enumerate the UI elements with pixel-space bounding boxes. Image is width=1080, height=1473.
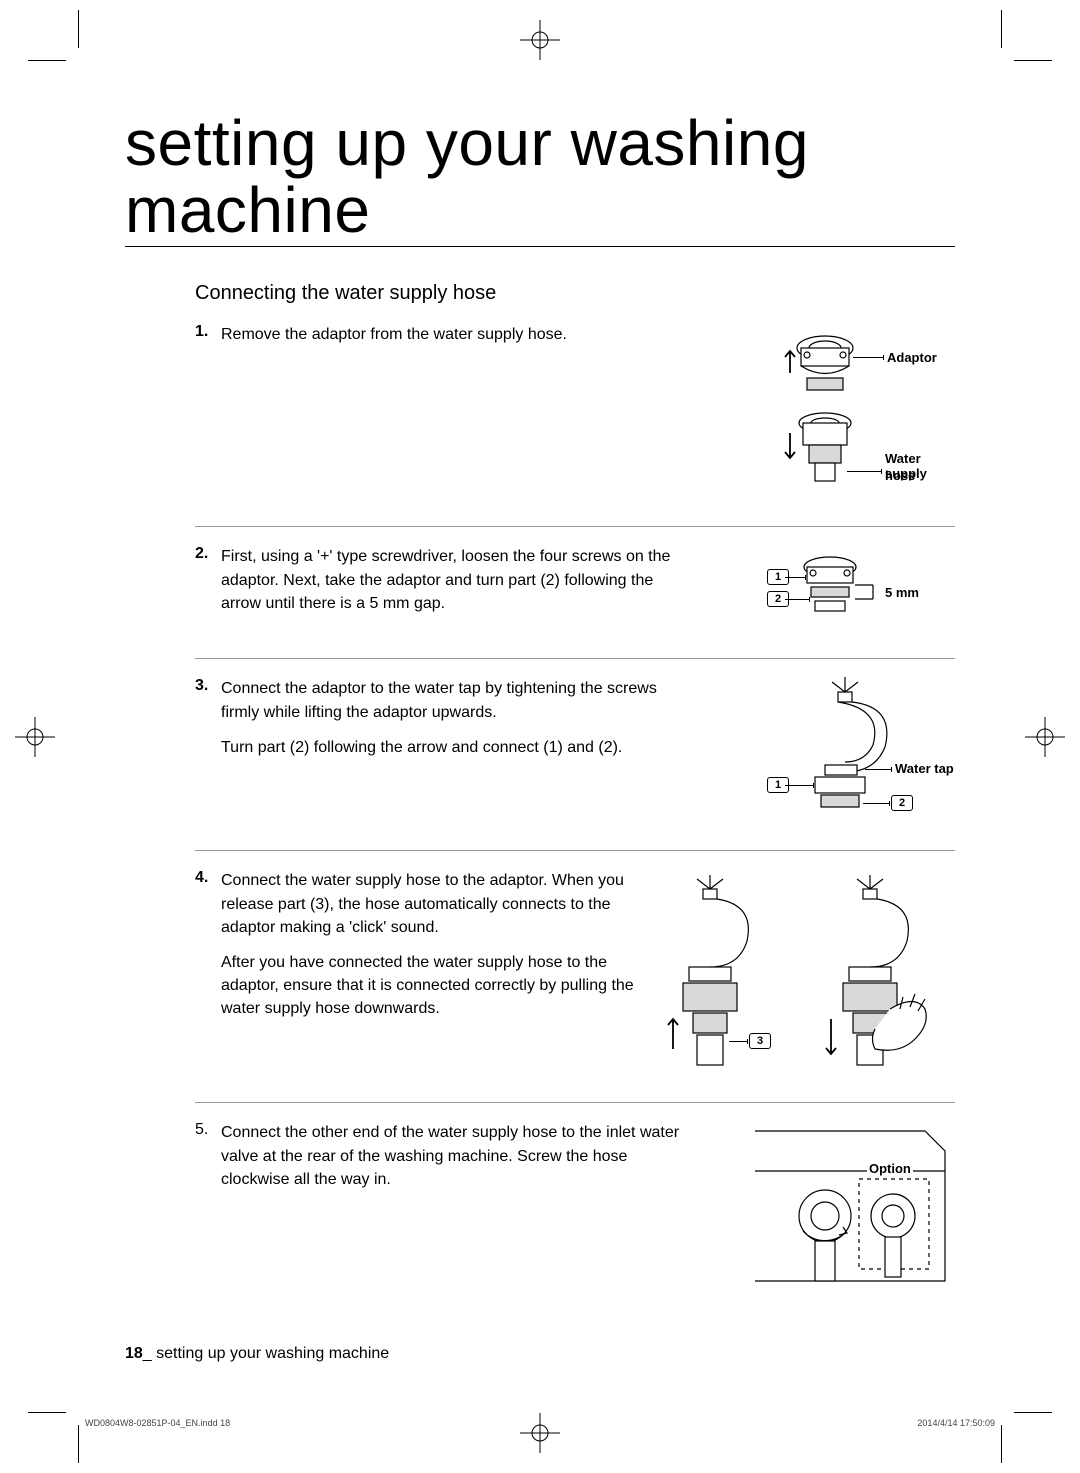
crop-mark [972, 1383, 1032, 1443]
step-figure: 3 [655, 869, 955, 1084]
hose-click-illustration [655, 869, 955, 1079]
leader-line [847, 471, 881, 472]
step-item: 3. Connect the adaptor to the water tap … [195, 659, 955, 851]
step-figure: Adaptor Water supply hose [695, 323, 955, 508]
step-para: Connect the other end of the water suppl… [221, 1121, 685, 1191]
step-number: 3. [195, 677, 221, 832]
figure-callout-number: 3 [749, 1033, 771, 1049]
figure-label: hose [885, 468, 915, 483]
step-para: After you have connected the water suppl… [221, 951, 645, 1021]
step-number: 2. [195, 545, 221, 640]
figure-label: Water tap [895, 761, 954, 776]
step-item: 4. Connect the water supply hose to the … [195, 851, 955, 1103]
registration-mark [15, 717, 55, 757]
step-text: First, using a '+' type screwdriver, loo… [221, 545, 695, 640]
leader-line [863, 803, 889, 804]
step-number: 5. [195, 1121, 221, 1296]
step-figure: Option [695, 1121, 955, 1296]
step-item: 5. Connect the other end of the water su… [195, 1103, 955, 1314]
leader-line [785, 577, 805, 578]
leader-line [785, 599, 809, 600]
figure-label: Adaptor [887, 350, 937, 365]
figure-label: 5 mm [885, 585, 919, 600]
registration-mark [520, 1413, 560, 1453]
step-item: 1. Remove the adaptor from the water sup… [195, 323, 955, 527]
step-para: Remove the adaptor from the water supply… [221, 323, 685, 346]
section-subtitle: Connecting the water supply hose [195, 282, 955, 305]
leader-line [729, 1041, 747, 1042]
step-text: Connect the other end of the water suppl… [221, 1121, 695, 1296]
step-text: Connect the adaptor to the water tap by … [221, 677, 695, 832]
step-para: First, using a '+' type screwdriver, loo… [221, 545, 685, 615]
step-item: 2. First, using a '+' type screwdriver, … [195, 527, 955, 659]
step-number: 4. [195, 869, 221, 1084]
figure-label: Option [867, 1161, 913, 1176]
steps-list: 1. Remove the adaptor from the water sup… [195, 323, 955, 1314]
inlet-valve-illustration [695, 1121, 955, 1291]
leader-line [865, 769, 891, 770]
leader-line [853, 357, 883, 358]
step-number: 1. [195, 323, 221, 508]
page-footer: 18_ setting up your washing machine [125, 1345, 389, 1363]
step-figure: Water tap 1 2 [695, 677, 955, 832]
footer-text: _ setting up your washing machine [143, 1345, 389, 1362]
tap-connection-illustration [695, 677, 955, 827]
page-title: setting up your washing machine [125, 110, 955, 247]
step-text: Connect the water supply hose to the ada… [221, 869, 655, 1084]
figure-callout-number: 2 [891, 795, 913, 811]
leader-line [785, 785, 813, 786]
page-frame: setting up your washing machine Connecti… [85, 70, 995, 1363]
step-text: Remove the adaptor from the water supply… [221, 323, 695, 508]
step-para: Turn part (2) following the arrow and co… [221, 736, 685, 759]
crop-mark [48, 1383, 108, 1443]
indesign-filename: WD0804W8-02851P-04_EN.indd 18 [85, 1418, 230, 1428]
step-para: Connect the water supply hose to the ada… [221, 869, 645, 939]
registration-mark [1025, 717, 1065, 757]
step-para: Connect the adaptor to the water tap by … [221, 677, 685, 723]
step-figure: 1 2 5 mm [695, 545, 955, 640]
registration-mark [520, 20, 560, 60]
page-number: 18 [125, 1345, 143, 1362]
print-timestamp: 2014/4/14 17:50:09 [917, 1418, 995, 1428]
